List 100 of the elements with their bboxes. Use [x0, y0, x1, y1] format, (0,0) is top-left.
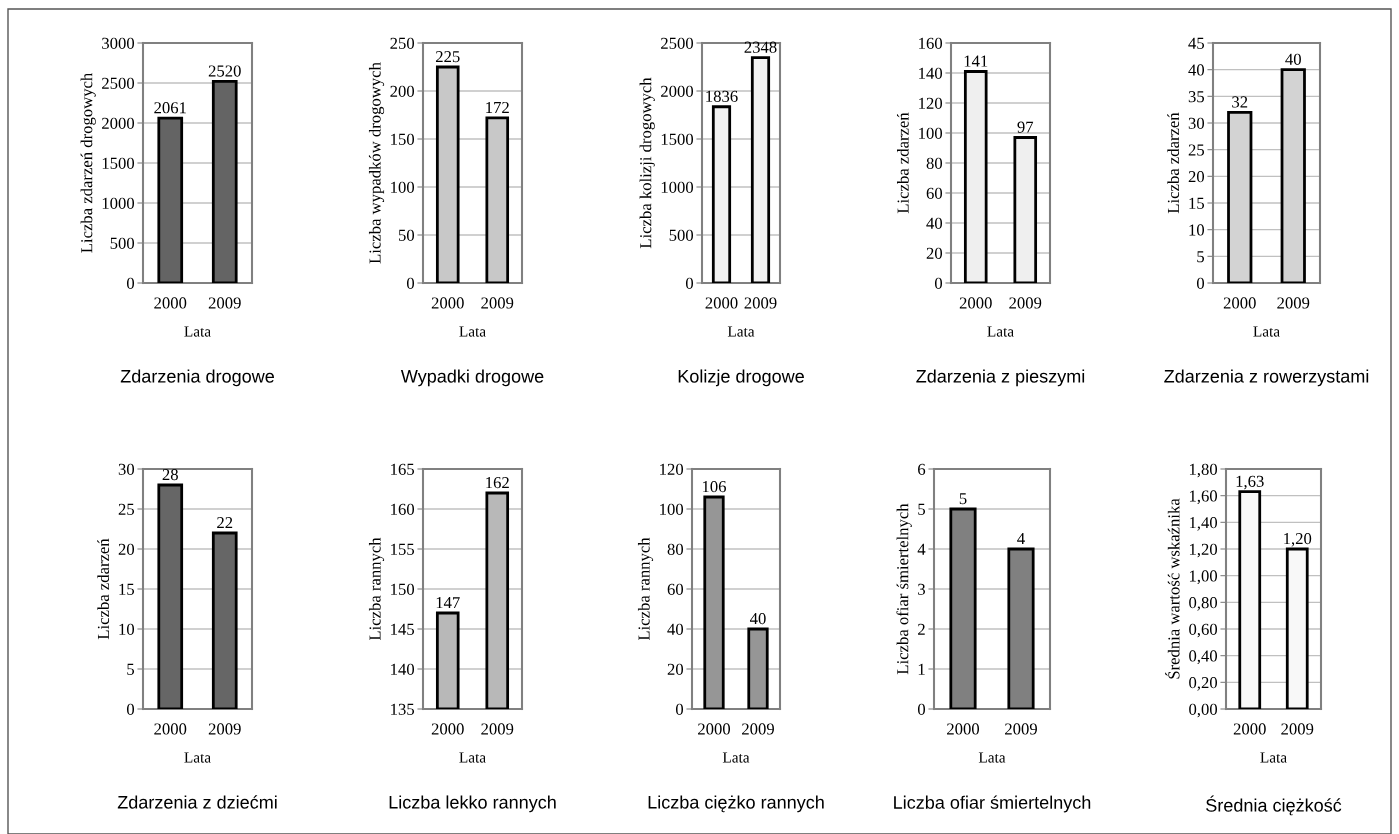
y-tick-label: 1500	[102, 157, 135, 169]
y-tick-label: 1000	[102, 197, 135, 209]
y-tick-label: 80	[926, 157, 943, 169]
data-label: 1836	[706, 90, 738, 102]
x-tick-label: 2000	[959, 297, 992, 309]
y-tick-label: 45	[1188, 37, 1205, 49]
data-label: 40	[749, 612, 766, 625]
text: Zdarzenia z dziećmi	[117, 795, 277, 809]
data-label: 22	[217, 517, 233, 529]
y-tick-label: 150	[391, 133, 415, 145]
y-axis-title: Liczba kolizji drogowych	[639, 77, 655, 249]
y-tick-label: 0	[1196, 277, 1205, 289]
y-tick-label: 40	[926, 217, 943, 229]
y-tick-label: 60	[926, 187, 943, 199]
y-tick-label: 160	[919, 37, 943, 49]
x-tick-label: 2009	[1277, 297, 1310, 309]
x-tick-label: 2009	[744, 297, 777, 309]
x-tick-label: 2000	[705, 297, 738, 309]
y-tick-label: 20	[1188, 171, 1205, 183]
x-tick-label: 2009	[742, 723, 774, 735]
y-tick-label: 0	[934, 277, 943, 289]
y-tick-label: 120	[919, 97, 943, 109]
x-tick-label: 2009	[481, 723, 514, 735]
data-label: 97	[1017, 121, 1034, 133]
text: Liczba lekko rannych	[389, 795, 556, 813]
y-tick-label: 0	[406, 277, 415, 289]
y-tick-label: 15	[119, 583, 135, 595]
x-axis-title: Lata	[1260, 752, 1287, 763]
y-axis-title: Liczba rannych	[637, 537, 654, 641]
x-tick-label: 2000	[1223, 297, 1256, 309]
y-tick-label: 140	[391, 663, 415, 675]
data-label: 32	[1232, 96, 1248, 108]
y-tick-label: 35	[1188, 91, 1205, 103]
y-tick-label: 140	[919, 67, 943, 79]
y-tick-label: 1,80	[1189, 463, 1218, 478]
y-tick-label: 2	[918, 623, 925, 635]
y-tick-label: 10	[119, 623, 135, 635]
x-axis-title: Lata	[184, 326, 211, 337]
y-tick-label: 60	[667, 583, 684, 595]
data-label: 141	[964, 55, 988, 67]
y-tick-label: 80	[667, 543, 684, 555]
text: Kolizje drogowe	[678, 369, 804, 387]
data-label: 162	[486, 477, 509, 489]
x-axis-title: Lata	[459, 752, 486, 763]
y-tick-label: 1,60	[1189, 490, 1218, 505]
y-axis-title: Liczba zdarzeń	[896, 112, 909, 214]
y-tick-label: 40	[667, 623, 684, 635]
y-tick-label: 2000	[102, 117, 135, 129]
text: Liczba ofiar śmiertelnych	[894, 795, 1091, 813]
x-tick-label: 2009	[208, 297, 241, 309]
y-tick-label: 50	[398, 229, 415, 241]
y-axis-title: Liczba zdarzeń	[97, 538, 110, 640]
text: Zdarzenia z rowerzystami	[1164, 369, 1369, 387]
data-label: 172	[486, 101, 509, 113]
y-tick-label: 1000	[661, 181, 694, 193]
x-axis-title: Lata	[978, 752, 1006, 763]
y-tick-label: 0	[126, 277, 135, 289]
y-tick-label: 6	[918, 463, 926, 475]
y-tick-label: 500	[669, 229, 694, 241]
y-tick-label: 200	[390, 85, 415, 97]
y-tick-label: 0	[685, 277, 694, 289]
x-tick-label: 2009	[481, 297, 514, 309]
y-tick-label: 145	[391, 623, 415, 635]
y-tick-label: 20	[667, 663, 684, 675]
text: Zdarzenia drogowe	[120, 369, 274, 387]
data-label: 147	[436, 597, 460, 609]
y-axis-title: Średnia wartość wskaźnika	[1165, 498, 1180, 679]
x-tick-label: 2000	[154, 297, 187, 309]
y-tick-label: 3000	[102, 37, 135, 49]
y-tick-label: 10	[1189, 224, 1205, 236]
y-tick-label: 0	[675, 703, 684, 715]
y-tick-label: 0,80	[1189, 597, 1218, 611]
x-tick-label: 2000	[947, 723, 980, 735]
x-tick-label: 2009	[1009, 297, 1042, 309]
x-tick-label: 2000	[698, 723, 731, 735]
y-tick-label: 20	[118, 543, 135, 555]
y-tick-label: 500	[110, 237, 135, 249]
y-tick-label: 2500	[661, 37, 694, 49]
y-tick-label: 120	[660, 463, 684, 475]
y-tick-label: 100	[919, 127, 943, 139]
y-tick-label: 40	[1188, 64, 1205, 76]
y-tick-label: 2000	[661, 85, 694, 97]
y-axis-title: Liczba rannych	[368, 537, 385, 641]
y-tick-label: 0,40	[1189, 650, 1218, 665]
y-tick-label: 250	[390, 37, 415, 49]
y-tick-label: 3	[918, 583, 926, 595]
y-tick-label: 25	[1188, 144, 1205, 156]
y-tick-label: 5	[918, 503, 926, 515]
data-label: 1,63	[1236, 475, 1264, 490]
x-axis-title: Lata	[722, 752, 750, 763]
x-tick-label: 2000	[431, 297, 464, 309]
text: Liczba ciężko rannych	[648, 795, 824, 813]
y-tick-label: 0	[126, 703, 135, 715]
x-tick-label: 2000	[431, 723, 464, 735]
y-tick-label: 2500	[102, 77, 135, 89]
y-tick-label: 1500	[661, 133, 694, 145]
x-tick-label: 2009	[1005, 723, 1037, 735]
y-tick-label: 100	[391, 181, 415, 193]
y-tick-label: 150	[391, 583, 415, 595]
x-axis-title: Lata	[184, 752, 211, 763]
